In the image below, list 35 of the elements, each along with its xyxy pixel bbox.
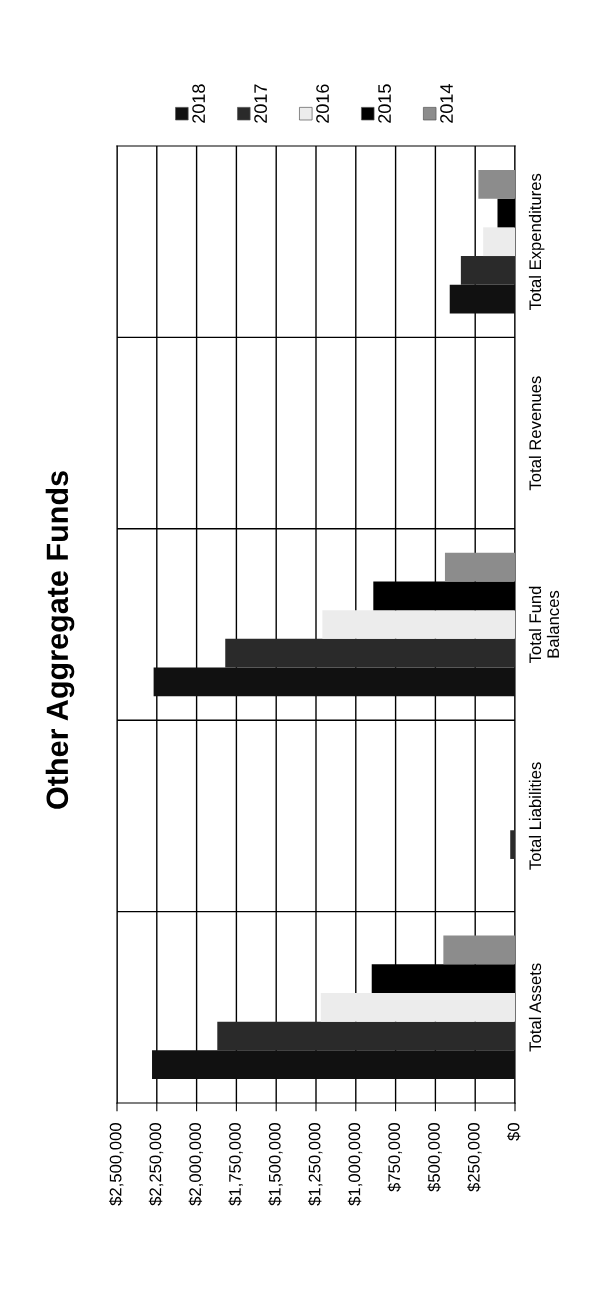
bar (217, 1021, 515, 1051)
legend-label: 2018 (192, 84, 206, 123)
y-tick-label: Total Liabilities (528, 762, 542, 870)
bar (444, 552, 515, 582)
bar (153, 667, 515, 697)
x-tick-label: $2,250,000 (148, 1123, 164, 1206)
x-tick-label: $1,000,000 (347, 1123, 363, 1206)
bar (478, 169, 515, 199)
bar (449, 284, 515, 314)
bar (152, 1050, 515, 1080)
x-tick-label: $2,500,000 (108, 1123, 124, 1206)
y-tick-label: Total Revenues (528, 376, 542, 491)
x-tick-label: $1,500,000 (268, 1123, 283, 1206)
bar (443, 935, 515, 965)
x-tick-label: $0 (506, 1123, 521, 1141)
legend-label: 2016 (316, 84, 329, 123)
bar (322, 610, 515, 639)
x-tick-label: $250,000 (467, 1123, 482, 1192)
x-tick-label: $1,750,000 (228, 1123, 243, 1206)
bar (460, 256, 515, 285)
legend-label: 2014 (440, 84, 453, 123)
text: Other Aggregate Funds (45, 471, 75, 809)
x-tick-label: $2,000,000 (188, 1123, 204, 1206)
bar (225, 638, 515, 668)
x-tick-label: $1,250,000 (307, 1123, 323, 1206)
y-tick-label: Total Assets (528, 963, 542, 1052)
x-tick-label: $500,000 (427, 1123, 442, 1192)
bar (483, 227, 515, 257)
bar (320, 992, 515, 1022)
bar (510, 830, 515, 859)
x-tick-label: $750,000 (387, 1123, 403, 1192)
legend-label: 2017 (254, 84, 267, 123)
y-tick-label: Total Expenditures (528, 173, 545, 310)
legend-label: 2015 (378, 84, 391, 123)
y-tick-label: Total Fund Balances (528, 586, 560, 664)
